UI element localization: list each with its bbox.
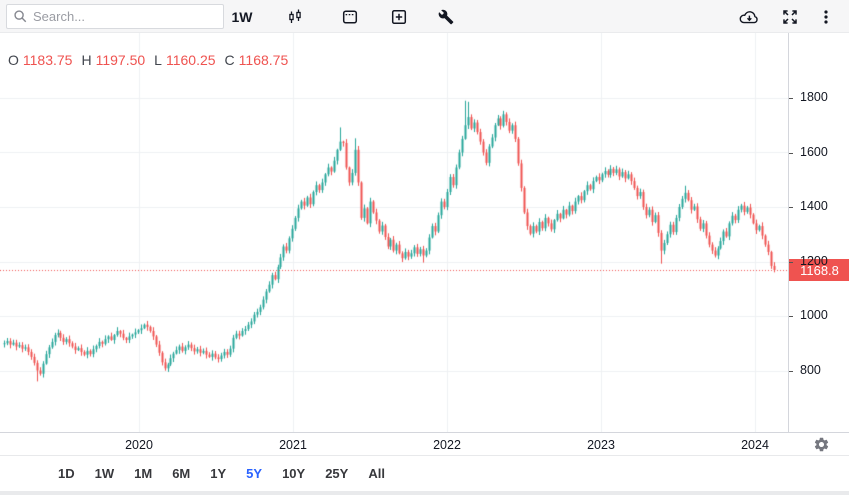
settings-gear-icon <box>814 437 828 452</box>
compare-add-button[interactable] <box>386 0 412 33</box>
price-tick-label: 1600 <box>789 145 828 159</box>
calendar-icon <box>342 9 358 24</box>
last-price-label: 1168.8 <box>789 259 849 281</box>
legend-high-value: 1197.50 <box>95 52 146 68</box>
legend-low-label: L <box>154 52 162 68</box>
download-button[interactable] <box>734 0 764 33</box>
more-menu-button[interactable] <box>813 0 839 33</box>
range-button-all[interactable]: All <box>368 466 385 481</box>
legend-open-value: 1183.75 <box>22 52 73 68</box>
compare-add-icon <box>391 9 407 24</box>
time-tick-label: 2021 <box>279 438 307 452</box>
time-tick-label: 2020 <box>125 438 153 452</box>
more-menu-icon <box>824 9 828 24</box>
range-button-1m[interactable]: 1M <box>134 466 153 481</box>
time-tick-label: 2024 <box>741 438 769 452</box>
interval-button[interactable]: 1W <box>226 0 258 33</box>
legend-low-value: 1160.25 <box>165 52 216 68</box>
legend-close-label: C <box>224 52 235 68</box>
download-icon <box>739 10 758 23</box>
time-tick-label: 2023 <box>587 438 615 452</box>
price-tick-label: 1400 <box>789 199 828 213</box>
tools-icon <box>438 9 454 24</box>
price-tick-label: 1000 <box>789 308 828 322</box>
chart-area: O 1183.75 H 1197.50 L 1160.25 C 1168.75 1168.8 … <box>0 33 849 455</box>
legend-open-label: O <box>8 52 19 68</box>
tools-button[interactable] <box>433 0 459 33</box>
search-icon <box>14 10 27 23</box>
range-toolbar: 1D 1W 1M 6M 1Y 5Y 10Y 25Y All <box>0 455 849 491</box>
chart-style-button[interactable] <box>282 0 308 33</box>
top-toolbar: 1W <box>0 0 849 33</box>
ohlc-legend: O 1183.75 H 1197.50 L 1160.25 C 1168.75 <box>8 52 297 68</box>
fullscreen-icon <box>783 9 797 24</box>
search-input[interactable] <box>33 9 203 24</box>
axis-settings-button[interactable] <box>808 435 834 454</box>
candlestick-chart[interactable] <box>0 33 788 432</box>
price-tick-label: 1800 <box>789 90 828 104</box>
price-tick-label: 800 <box>789 363 821 377</box>
legend-close-value: 1168.75 <box>238 52 289 68</box>
price-tick-label: 1200 <box>789 254 828 268</box>
range-button-1d[interactable]: 1D <box>58 466 75 481</box>
candlestick-style-icon <box>289 9 301 23</box>
range-button-1w[interactable]: 1W <box>94 466 115 481</box>
time-tick-label: 2022 <box>433 438 461 452</box>
range-button-10y[interactable]: 10Y <box>282 466 306 481</box>
legend-high-label: H <box>81 52 92 68</box>
range-button-6m[interactable]: 6M <box>172 466 191 481</box>
range-button-5y[interactable]: 5Y <box>246 466 263 481</box>
bottom-divider <box>0 491 849 495</box>
fullscreen-button[interactable] <box>777 0 803 33</box>
time-axis[interactable]: 2020 2021 2022 2023 2024 <box>0 432 849 455</box>
range-button-1y[interactable]: 1Y <box>210 466 227 481</box>
calendar-button[interactable] <box>337 0 363 33</box>
search-input-container[interactable] <box>6 4 224 29</box>
range-button-25y[interactable]: 25Y <box>325 466 349 481</box>
price-axis[interactable]: 1168.8 1800 1600 1400 1200 1000 800 <box>788 33 849 432</box>
